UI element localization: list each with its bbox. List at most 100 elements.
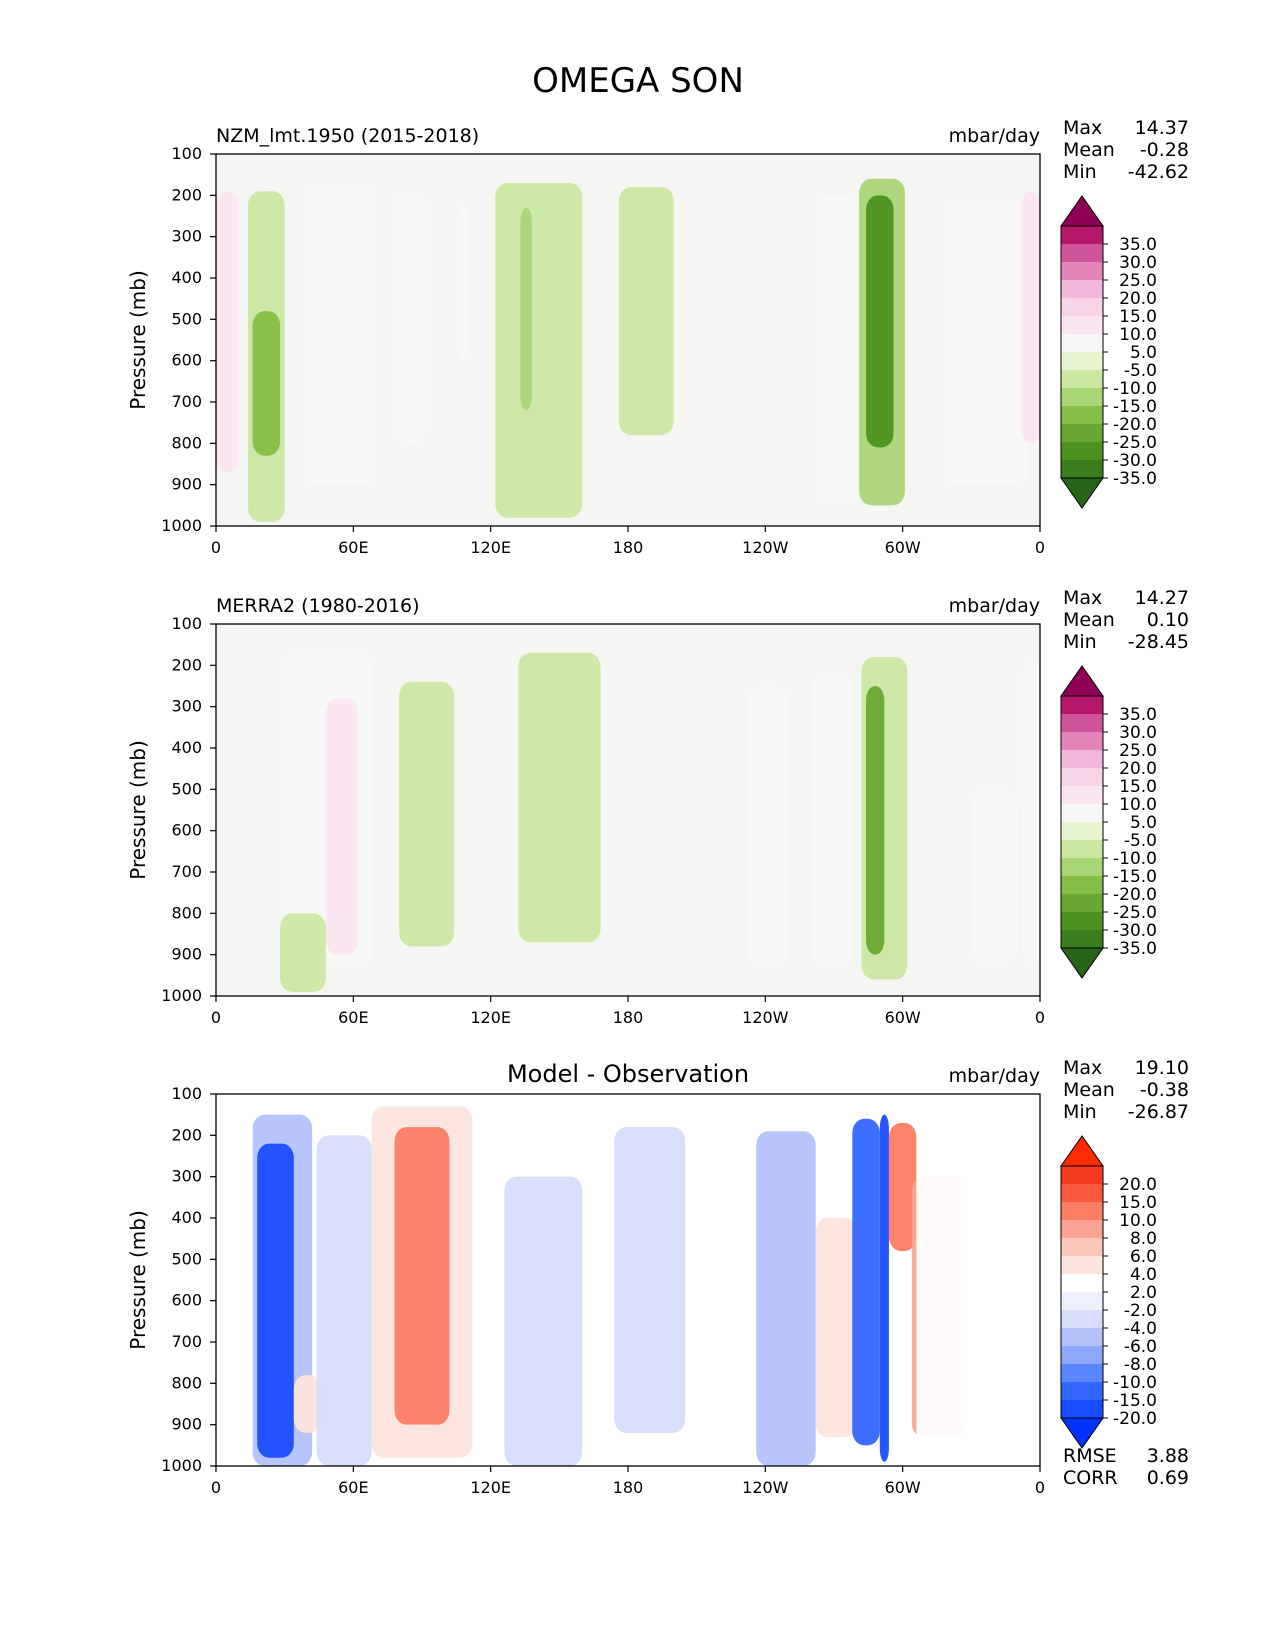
colorbar-cell <box>1061 1256 1103 1274</box>
x-tick-label: 60E <box>338 1008 368 1027</box>
colorbar-cell <box>1061 840 1103 858</box>
x-tick-label: 180 <box>613 538 644 557</box>
contour-feature <box>302 182 377 485</box>
contour-feature <box>719 1176 757 1425</box>
colorbar-extend-min <box>1060 947 1104 979</box>
colorbar-label: -5.0 <box>1124 831 1157 851</box>
x-tick-label: 0 <box>211 1008 221 1027</box>
colorbar-cell <box>1061 226 1103 244</box>
y-tick-label: 300 <box>171 227 202 246</box>
colorbar-label: 20.0 <box>1119 759 1157 779</box>
contour-feature <box>852 1118 880 1446</box>
stat-label: Min <box>1063 161 1097 183</box>
colorbar-cell <box>1061 1184 1103 1202</box>
units-label: mbar/day <box>949 1065 1040 1087</box>
colorbar-cell <box>1061 424 1103 442</box>
colorbar-label: -6.0 <box>1124 1337 1157 1357</box>
colorbar-cell <box>1061 1310 1103 1328</box>
x-tick-label: 120W <box>742 1478 789 1497</box>
stat-value: 14.27 <box>1135 587 1189 609</box>
contour-feature <box>216 1176 253 1425</box>
colorbar-label: 35.0 <box>1119 705 1157 725</box>
y-tick-label: 300 <box>171 697 202 716</box>
x-tick-label: 120W <box>742 538 789 557</box>
colorbar-label: -35.0 <box>1113 469 1157 489</box>
colorbar-label: 8.0 <box>1130 1229 1157 1249</box>
y-tick-label: 300 <box>171 1167 202 1186</box>
contour-feature <box>888 1122 917 1252</box>
y-tick-label: 800 <box>171 1373 202 1392</box>
colorbar-cell <box>1061 1292 1103 1310</box>
stat-label: Mean <box>1063 1079 1115 1101</box>
stat-label: Max <box>1063 1057 1102 1079</box>
x-tick-label: 0 <box>1035 1008 1045 1027</box>
colorbar-label: 20.0 <box>1119 1175 1157 1195</box>
colorbar-cell <box>1061 1400 1103 1418</box>
contour-feature <box>971 789 1018 963</box>
contour-feature <box>1021 191 1040 444</box>
contour-feature <box>394 191 427 444</box>
x-tick-label: 60E <box>338 1478 368 1497</box>
stat-label: Min <box>1063 631 1097 653</box>
panel-center-title: Model - Observation <box>507 1060 749 1088</box>
colorbar-cell <box>1061 316 1103 334</box>
y-axis-label: Pressure (mb) <box>126 270 150 410</box>
colorbar: 20.015.010.08.06.04.02.0-2.0-4.0-6.0-8.0… <box>1060 1135 1157 1449</box>
colorbar-label: -30.0 <box>1113 451 1157 471</box>
colorbar-label: 10.0 <box>1119 1211 1157 1231</box>
y-tick-label: 600 <box>171 351 202 370</box>
colorbar-label: 35.0 <box>1119 235 1157 255</box>
stat-value: 3.88 <box>1147 1445 1189 1467</box>
colorbar-extend-max <box>1060 195 1104 227</box>
y-tick-label: 800 <box>171 433 202 452</box>
colorbar: 35.030.025.020.015.010.05.0-5.0-10.0-15.… <box>1060 195 1157 509</box>
colorbar-cell <box>1061 858 1103 876</box>
x-tick-label: 60W <box>885 1008 921 1027</box>
stat-label: Max <box>1063 587 1102 609</box>
stat-label: RMSE <box>1063 1445 1117 1467</box>
colorbar-label: -8.0 <box>1124 1355 1157 1375</box>
y-axis-label: Pressure (mb) <box>126 740 150 880</box>
stat-value: -0.28 <box>1140 139 1189 161</box>
colorbar-cell <box>1061 460 1103 478</box>
contour-feature <box>458 203 468 361</box>
colorbar-cell <box>1061 912 1103 930</box>
contour-feature <box>866 686 885 955</box>
x-tick-label: 0 <box>211 1478 221 1497</box>
colorbar-cell <box>1061 714 1103 732</box>
colorbar-label: -30.0 <box>1113 921 1157 941</box>
x-tick-label: 120W <box>742 1008 789 1027</box>
colorbar-extend-min <box>1060 1417 1104 1449</box>
x-tick-label: 60E <box>338 538 368 557</box>
x-tick-label: 0 <box>1035 538 1045 557</box>
y-tick-label: 400 <box>171 738 202 757</box>
contour-feature <box>280 913 326 992</box>
panel-obs: 100 200 300 400 500 600 700 800 900 1000 0 60E 120E 1… <box>126 587 1189 1027</box>
colorbar-cell <box>1061 804 1103 822</box>
y-tick-label: 1000 <box>161 1456 202 1475</box>
colorbar: 35.030.025.020.015.010.05.0-5.0-10.0-15.… <box>1060 665 1157 979</box>
colorbar-cell <box>1061 876 1103 894</box>
stat-value: 14.37 <box>1135 117 1189 139</box>
contour-feature <box>618 187 674 436</box>
panel-left-title: MERRA2 (1980-2016) <box>216 595 420 617</box>
colorbar-label: -15.0 <box>1113 1391 1157 1411</box>
colorbar-label: 15.0 <box>1119 1193 1157 1213</box>
colorbar-label: 10.0 <box>1119 795 1157 815</box>
colorbar-label: -2.0 <box>1124 1301 1157 1321</box>
contour-feature <box>394 1127 450 1425</box>
stat-value: -28.45 <box>1128 631 1189 653</box>
contour-feature <box>520 207 532 411</box>
colorbar-label: -25.0 <box>1113 903 1157 923</box>
colorbar-cell <box>1061 786 1103 804</box>
contour-field <box>216 178 1040 522</box>
colorbar-label: -20.0 <box>1113 415 1157 435</box>
contour-feature <box>216 191 239 473</box>
contour-feature <box>747 686 789 968</box>
stat-label: Mean <box>1063 609 1115 631</box>
y-tick-label: 700 <box>171 392 202 411</box>
panel-model: 100 200 300 400 500 600 700 800 900 1000 0 60E 120E 1… <box>126 117 1189 557</box>
colorbar-cell <box>1061 1220 1103 1238</box>
colorbar-cell <box>1061 244 1103 262</box>
stat-value: -0.38 <box>1140 1079 1189 1101</box>
